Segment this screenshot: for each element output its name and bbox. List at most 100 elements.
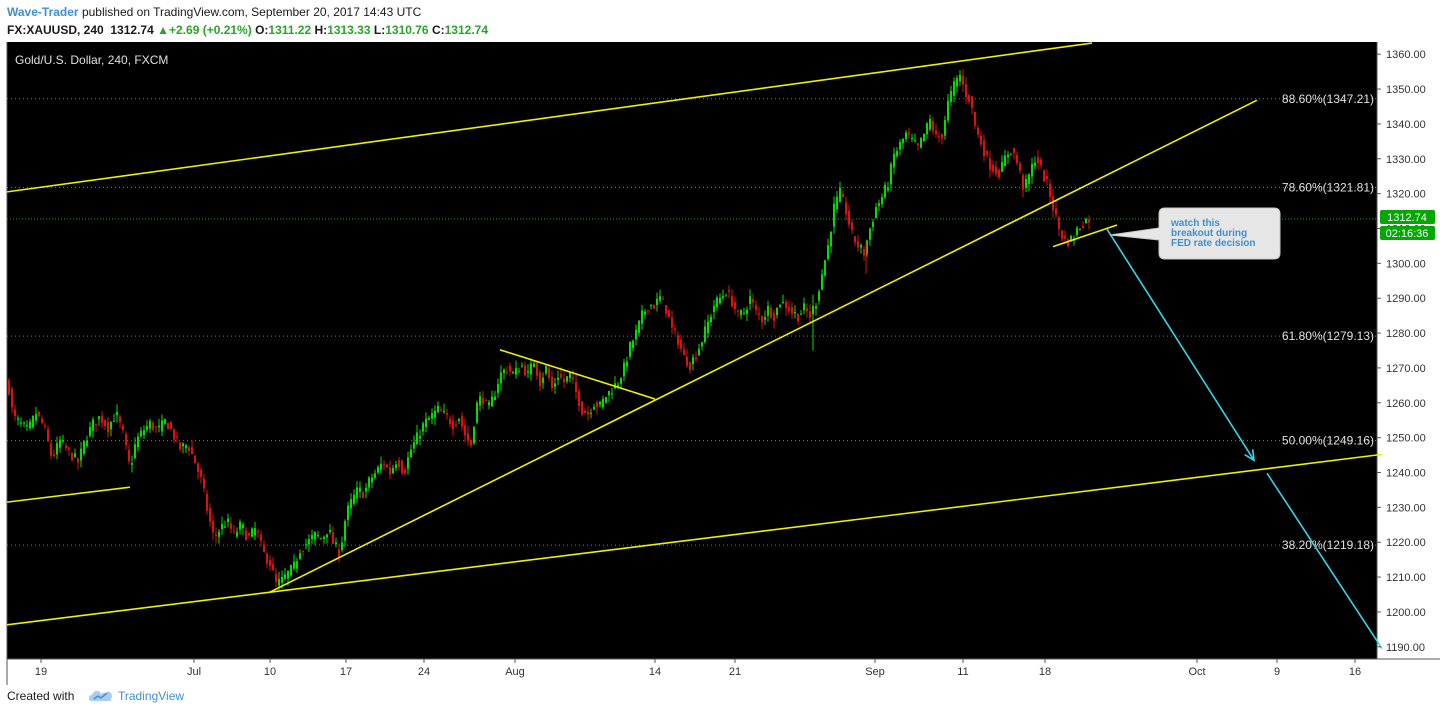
published-text: published on TradingView.com, September …	[81, 5, 422, 19]
candle-body	[899, 142, 901, 150]
price-chart[interactable]: 88.60%(1347.21) 78.60%(1321.81) 61.80%(127…	[0, 42, 1440, 685]
x-tick-label: 17	[340, 666, 352, 678]
candle-body	[332, 532, 334, 544]
candle-body	[167, 423, 169, 429]
candle-body	[1019, 163, 1021, 171]
candle-body	[365, 487, 367, 492]
close-value: 1312.74	[444, 23, 489, 37]
candle-body	[98, 416, 100, 419]
candle-body	[791, 306, 793, 314]
price-axis[interactable]	[1377, 42, 1440, 659]
candle-body	[908, 132, 910, 135]
y-tick-label: 1340.00	[1386, 119, 1426, 131]
candle-body	[179, 442, 181, 450]
candle-body	[956, 77, 958, 87]
candle-body	[29, 421, 31, 429]
candle-body	[1085, 218, 1087, 223]
candle-body	[242, 524, 244, 528]
candle-body	[44, 425, 46, 427]
candle-body	[692, 357, 694, 364]
candle-body	[725, 295, 727, 297]
candle-body	[23, 422, 25, 424]
projection-arrows[interactable]	[1106, 228, 1383, 649]
candle-body	[188, 447, 190, 451]
candle-body	[854, 236, 856, 243]
candle-body	[359, 487, 361, 492]
candle-body	[728, 290, 730, 292]
y-axis-ticks: 1190.00 1200.00 1210.00 1220.00 1230.00 1240.…	[1377, 49, 1426, 654]
candle-body	[806, 308, 808, 312]
candle-body	[860, 245, 862, 248]
close-label: C:	[431, 23, 445, 37]
candle-body	[1040, 159, 1042, 166]
high-label: H:	[314, 23, 328, 37]
open-value: 1311.22	[268, 23, 312, 37]
candle-body	[704, 326, 706, 343]
author-link[interactable]: Wave-Trader	[7, 5, 79, 19]
candle-body	[254, 528, 256, 536]
symbol-label[interactable]: FX:XAUUSD, 240	[7, 23, 104, 37]
candle-body	[392, 467, 394, 474]
candle-body	[968, 95, 970, 102]
candle-body	[440, 409, 442, 411]
candle-body	[233, 530, 235, 532]
trendlines[interactable]	[6, 42, 1383, 626]
candle-body	[746, 309, 748, 314]
candle-body	[971, 96, 973, 108]
candle-body	[680, 339, 682, 349]
candle-body	[86, 440, 88, 446]
candle-body	[557, 377, 559, 380]
candle-body	[950, 90, 952, 102]
candle-body	[947, 100, 949, 121]
candle-body	[119, 416, 121, 423]
candle-body	[674, 328, 676, 330]
candle-body	[584, 410, 586, 413]
candle-body	[182, 443, 184, 447]
up-arrow-icon: ▲	[157, 23, 169, 37]
candle-body	[776, 307, 778, 316]
candle-body	[296, 561, 298, 569]
candle-body	[374, 473, 376, 478]
candle-body	[1052, 196, 1054, 211]
candle-body	[407, 457, 409, 469]
candle-body	[362, 492, 364, 498]
candle-body	[155, 426, 157, 428]
candle-body	[1061, 230, 1063, 239]
candle-body	[320, 538, 322, 540]
candle-body	[323, 536, 325, 539]
candle-body	[623, 362, 625, 377]
candle-body	[431, 413, 433, 419]
candle-body	[446, 413, 448, 416]
tradingview-brand-link[interactable]: TradingView	[118, 689, 185, 703]
candle-body	[617, 384, 619, 387]
annotation-callout[interactable]: watch this breakout during FED rate deci…	[1109, 207, 1281, 260]
candle-body	[146, 426, 148, 430]
trendline	[499, 349, 656, 400]
candle-body	[491, 396, 493, 407]
candle-body	[71, 453, 73, 461]
candle-body	[902, 138, 904, 143]
candle-body	[845, 202, 847, 215]
candle-body	[929, 118, 931, 130]
candle-body	[872, 222, 874, 227]
candle-body	[884, 184, 886, 198]
chart-area[interactable]: 88.60%(1347.21) 78.60%(1321.81) 61.80%(127…	[0, 42, 1440, 685]
candle-body	[56, 443, 58, 455]
candle-body	[518, 371, 520, 373]
candle-body	[923, 133, 925, 141]
candle-body	[65, 445, 67, 449]
y-tick-label: 1200.00	[1386, 607, 1426, 619]
candle-body	[1049, 183, 1051, 197]
candle-body	[158, 425, 160, 428]
publish-line: Wave-Trader published on TradingView.com…	[7, 5, 421, 19]
candle-body	[269, 559, 271, 566]
candle-body	[41, 418, 43, 424]
candle-body	[794, 311, 796, 313]
tradingview-logo-icon[interactable]	[88, 687, 114, 705]
candle-body	[755, 305, 757, 310]
candle-body	[467, 433, 469, 441]
candle-body	[551, 376, 553, 389]
time-axis[interactable]	[7, 659, 1440, 685]
candle-body	[824, 260, 826, 276]
candle-body	[1004, 155, 1006, 167]
